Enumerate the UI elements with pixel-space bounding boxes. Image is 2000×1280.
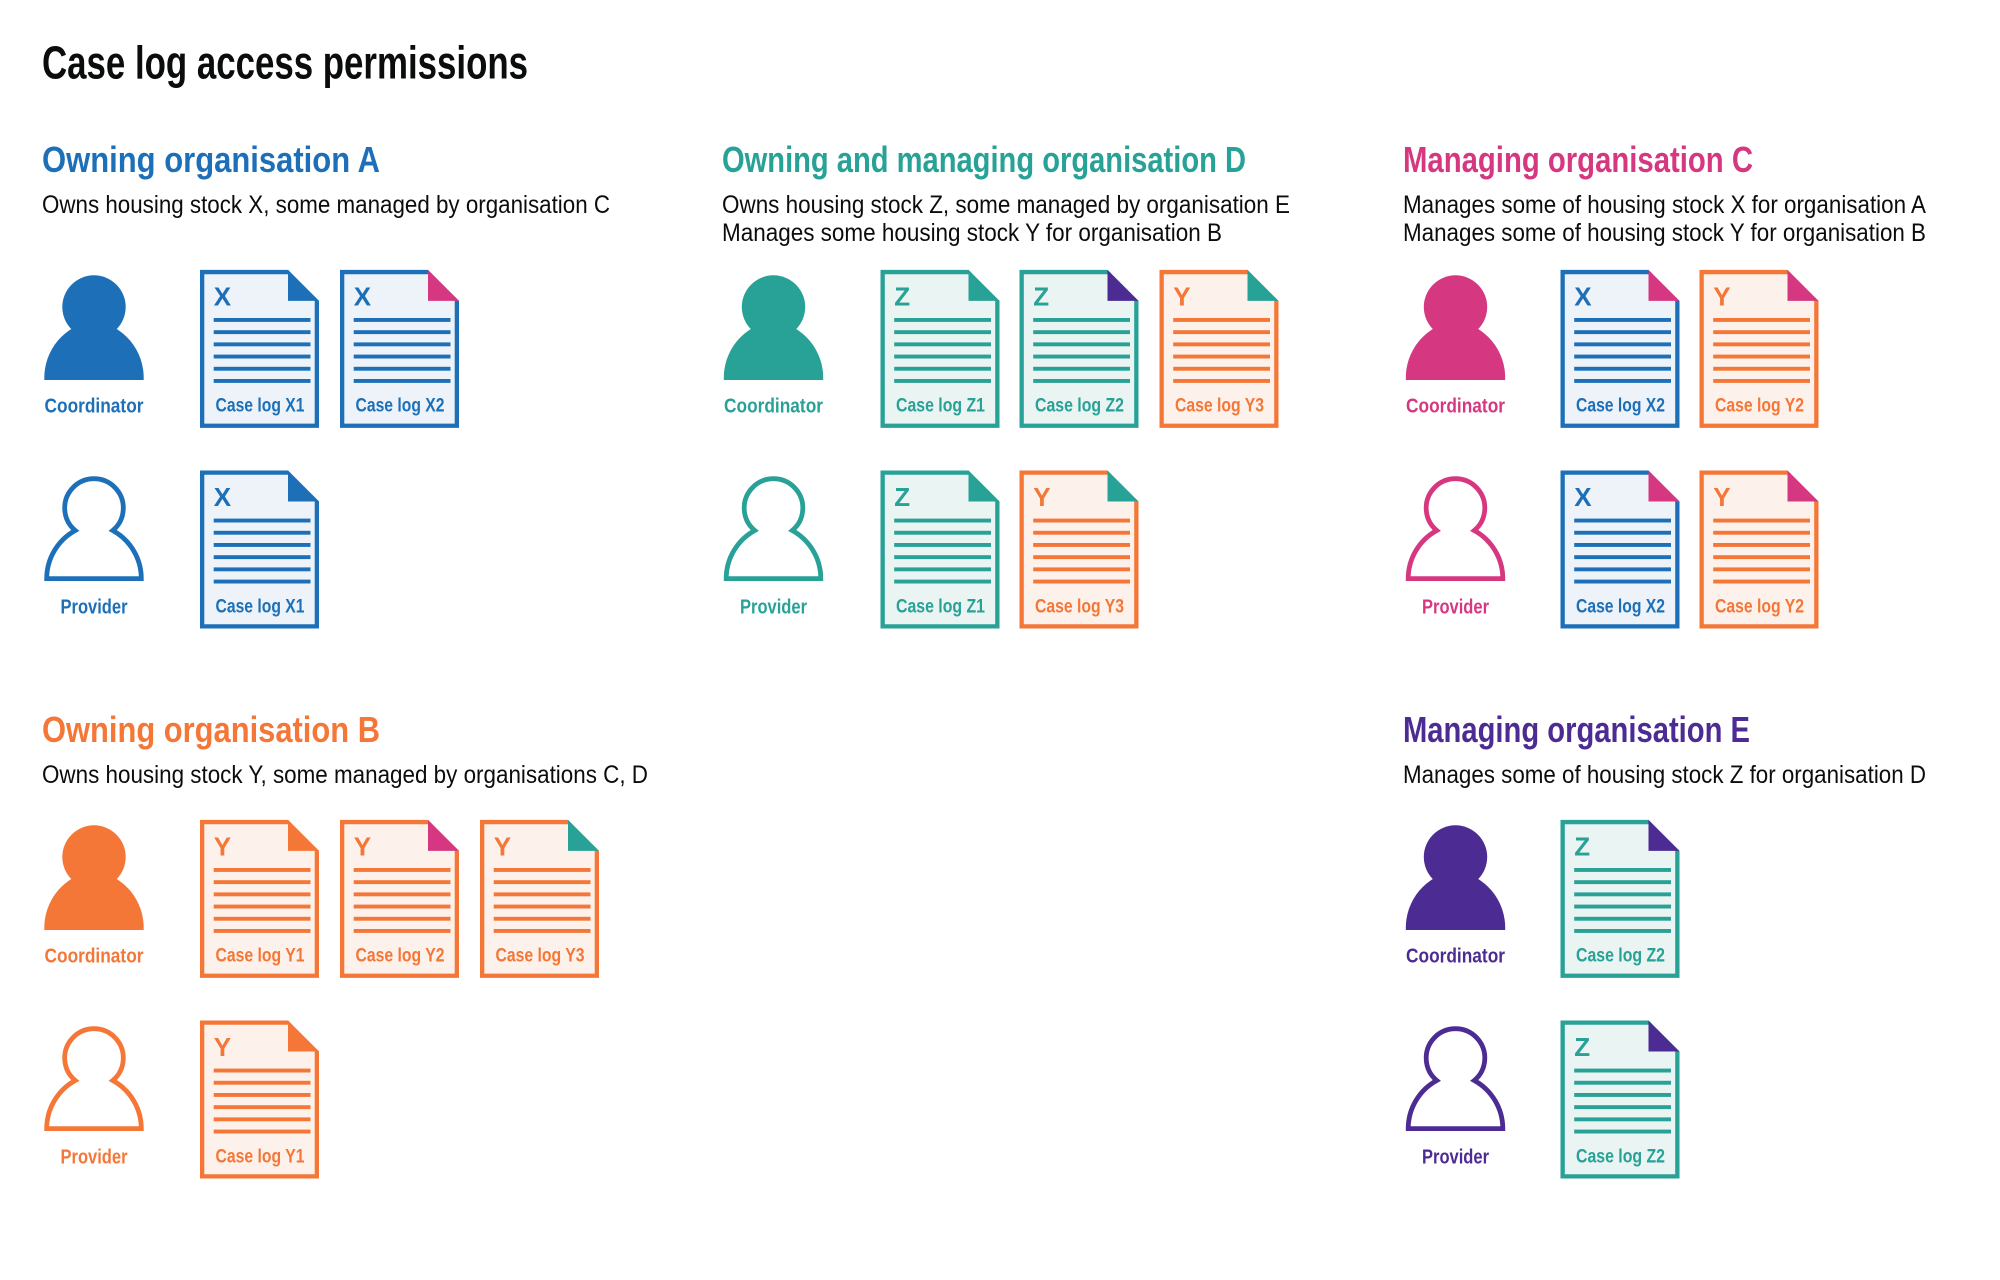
svg-text:Z: Z — [1033, 282, 1049, 312]
svg-text:Case log Y2: Case log Y2 — [1715, 396, 1804, 417]
svg-text:Manages some of housing stock: Manages some of housing stock Z for orga… — [1403, 761, 1926, 789]
svg-text:X: X — [214, 482, 232, 512]
svg-text:Z: Z — [894, 482, 910, 512]
svg-text:Case log X1: Case log X1 — [216, 396, 305, 417]
svg-text:Case log Y2: Case log Y2 — [356, 946, 445, 967]
svg-text:Case log Z1: Case log Z1 — [896, 596, 985, 617]
svg-text:Owns housing stock X, some man: Owns housing stock X, some managed by or… — [42, 191, 610, 219]
svg-text:Case log Z1: Case log Z1 — [896, 396, 985, 417]
svg-text:Y: Y — [354, 832, 371, 862]
svg-text:Z: Z — [1574, 832, 1590, 862]
svg-text:Provider: Provider — [61, 597, 128, 619]
svg-text:Z: Z — [894, 282, 910, 312]
svg-text:Managing organisation E: Managing organisation E — [1403, 709, 1750, 750]
svg-text:Case log Y1: Case log Y1 — [216, 1146, 305, 1167]
svg-text:Owning organisation A: Owning organisation A — [42, 139, 380, 180]
svg-text:Owning organisation B: Owning organisation B — [42, 709, 380, 750]
svg-text:Y: Y — [1713, 282, 1730, 312]
svg-text:Owns housing stock Y, some man: Owns housing stock Y, some managed by or… — [42, 761, 648, 789]
svg-text:X: X — [1574, 482, 1592, 512]
svg-text:Case log Y3: Case log Y3 — [1035, 596, 1124, 617]
svg-text:Case log Z2: Case log Z2 — [1576, 946, 1665, 967]
svg-text:Y: Y — [214, 832, 231, 862]
svg-text:Case log Z2: Case log Z2 — [1576, 1146, 1665, 1167]
svg-text:X: X — [1574, 282, 1592, 312]
svg-text:Manages some of housing stock: Manages some of housing stock Y for orga… — [1403, 219, 1926, 247]
svg-text:Coordinator: Coordinator — [45, 946, 144, 968]
svg-text:Y: Y — [494, 832, 511, 862]
svg-text:Coordinator: Coordinator — [45, 396, 144, 418]
svg-text:Case log Y3: Case log Y3 — [1175, 396, 1264, 417]
svg-text:Case log Y3: Case log Y3 — [496, 946, 585, 967]
svg-text:Provider: Provider — [61, 1147, 128, 1169]
svg-text:Case log access permissions: Case log access permissions — [42, 37, 528, 89]
svg-text:Case log Y1: Case log Y1 — [216, 946, 305, 967]
svg-text:Owning and managing organisati: Owning and managing organisation D — [722, 139, 1246, 180]
svg-text:Y: Y — [1713, 482, 1730, 512]
svg-text:Y: Y — [214, 1032, 231, 1062]
svg-text:Case log X1: Case log X1 — [216, 596, 305, 617]
svg-text:X: X — [214, 282, 232, 312]
svg-text:Case log X2: Case log X2 — [356, 396, 445, 417]
svg-text:X: X — [354, 282, 372, 312]
svg-text:Managing organisation C: Managing organisation C — [1403, 139, 1753, 180]
svg-text:Case log X2: Case log X2 — [1576, 396, 1665, 417]
svg-text:Provider: Provider — [1422, 597, 1489, 619]
svg-text:Provider: Provider — [1422, 1147, 1489, 1169]
svg-text:Z: Z — [1574, 1032, 1590, 1062]
svg-text:Owns housing stock Z, some man: Owns housing stock Z, some managed by or… — [722, 191, 1290, 219]
svg-text:Case log Z2: Case log Z2 — [1035, 396, 1124, 417]
svg-text:Y: Y — [1033, 482, 1050, 512]
svg-text:Coordinator: Coordinator — [1406, 396, 1505, 418]
svg-text:Manages some housing stock Y f: Manages some housing stock Y for organis… — [722, 219, 1222, 247]
svg-text:Manages some of housing stock: Manages some of housing stock X for orga… — [1403, 191, 1926, 219]
svg-text:Y: Y — [1173, 282, 1190, 312]
svg-text:Provider: Provider — [740, 597, 807, 619]
svg-text:Coordinator: Coordinator — [1406, 946, 1505, 968]
svg-text:Coordinator: Coordinator — [724, 396, 823, 418]
svg-text:Case log X2: Case log X2 — [1576, 596, 1665, 617]
svg-text:Case log Y2: Case log Y2 — [1715, 596, 1804, 617]
